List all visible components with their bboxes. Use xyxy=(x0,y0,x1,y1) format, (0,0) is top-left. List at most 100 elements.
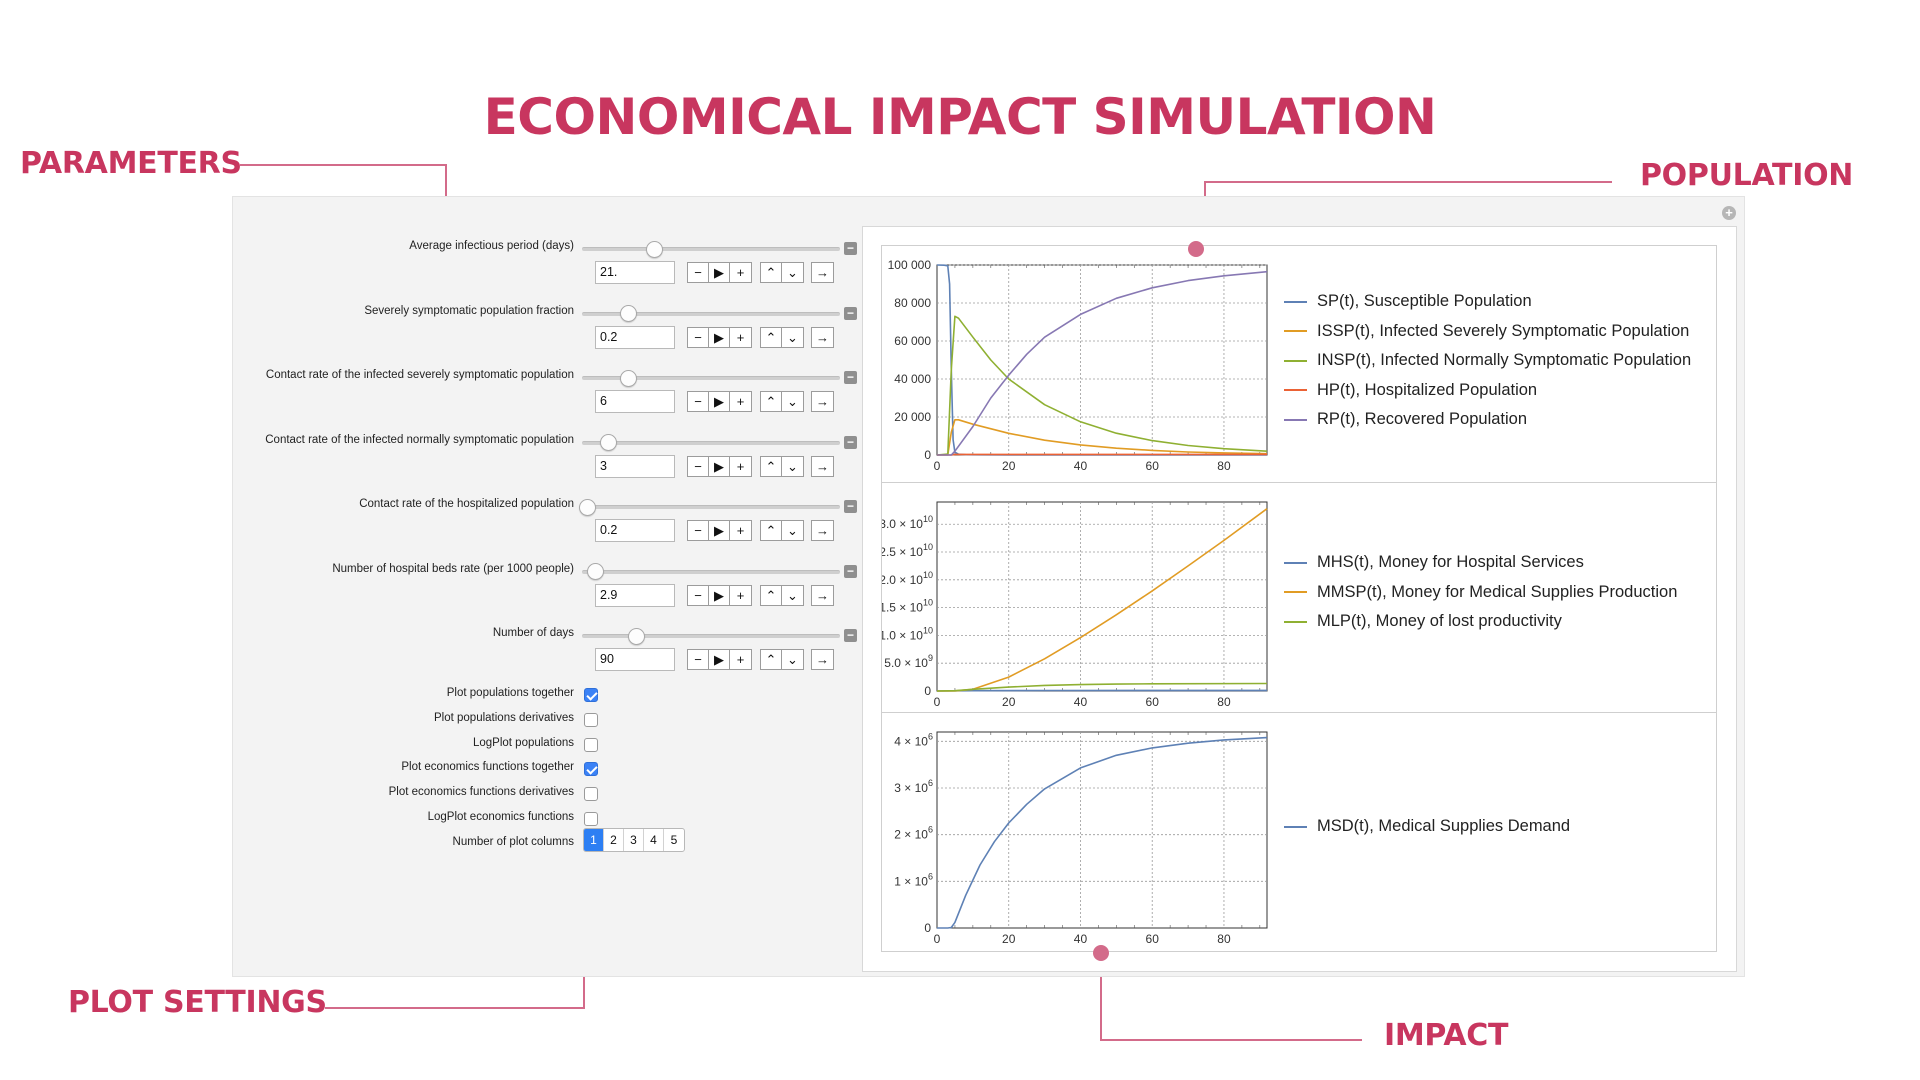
collapse-icon[interactable]: − xyxy=(844,371,857,384)
parameter-slider-handle[interactable] xyxy=(579,498,597,516)
series-line xyxy=(937,736,1268,929)
slower-button[interactable]: ⌄ xyxy=(787,652,798,667)
parameter-slider-track[interactable] xyxy=(582,247,840,251)
parameter-label: Number of hospital beds rate (per 1000 p… xyxy=(332,562,574,575)
plot-columns-option[interactable]: 3 xyxy=(624,829,644,851)
parameter-slider-handle[interactable] xyxy=(628,627,646,645)
step-button[interactable]: → xyxy=(816,652,829,667)
play-button[interactable]: ▶ xyxy=(709,263,730,282)
decrement-button[interactable]: − xyxy=(688,263,709,282)
faster-button[interactable]: ⌃ xyxy=(761,585,782,605)
parameter-slider-track[interactable] xyxy=(582,376,840,380)
play-button[interactable]: ▶ xyxy=(709,521,730,540)
parameter-slider-track[interactable] xyxy=(582,505,840,509)
faster-button[interactable]: ⌃ xyxy=(761,521,782,540)
slower-button[interactable]: ⌄ xyxy=(787,394,798,409)
faster-button[interactable]: ⌃ xyxy=(761,327,782,347)
plot-columns-option[interactable]: 4 xyxy=(644,829,664,851)
parameter-value-input[interactable]: 2.9 xyxy=(595,583,675,607)
decrement-button[interactable]: − xyxy=(688,456,709,476)
faster-button[interactable]: ⌃ xyxy=(761,263,782,282)
step-button[interactable]: → xyxy=(816,587,829,603)
plot-option-checkbox[interactable] xyxy=(584,712,598,727)
x-tick-label: 40 xyxy=(1074,459,1088,473)
parameter-value-input[interactable]: 0.2 xyxy=(595,325,675,349)
parameter-value-input[interactable]: 3 xyxy=(595,454,675,478)
series-line xyxy=(936,419,1268,456)
faster-button[interactable]: ⌃ xyxy=(761,456,782,476)
slower-button[interactable]: ⌄ xyxy=(787,587,798,603)
increment-button[interactable]: + xyxy=(736,458,745,474)
y-tick-label: 0 xyxy=(924,448,931,462)
add-icon[interactable]: + xyxy=(1722,206,1736,220)
x-tick-label: 20 xyxy=(1002,459,1016,473)
decrement-button[interactable]: − xyxy=(688,521,709,540)
parameter-slider-track[interactable] xyxy=(582,634,840,638)
plot-area xyxy=(936,264,1268,456)
increment-button[interactable]: + xyxy=(736,652,745,667)
plot-option-checkbox[interactable] xyxy=(584,812,598,826)
increment-button[interactable]: + xyxy=(736,265,745,280)
step-button[interactable]: → xyxy=(816,265,829,280)
checkbox-label: Plot populations derivatives xyxy=(434,711,574,724)
decrement-button[interactable]: − xyxy=(688,650,709,669)
parameter-slider-track[interactable] xyxy=(582,311,840,316)
impact-callout: IMPACT xyxy=(1384,1018,1509,1053)
play-button[interactable]: ▶ xyxy=(709,456,730,476)
parameter-slider-handle[interactable] xyxy=(620,369,638,387)
plot-option-checkbox[interactable] xyxy=(584,737,598,752)
increment-button[interactable]: + xyxy=(736,523,745,538)
parameter-value-input[interactable]: 6 xyxy=(595,390,675,413)
step-button[interactable]: → xyxy=(816,394,829,409)
plot-option-checkbox[interactable] xyxy=(584,688,598,702)
y-tick-label: 5.0 × 109 xyxy=(884,653,933,670)
collapse-icon[interactable]: − xyxy=(844,564,857,578)
collapse-icon[interactable]: − xyxy=(844,306,857,320)
play-button[interactable]: ▶ xyxy=(709,585,730,605)
parameter-slider-track[interactable] xyxy=(582,440,840,445)
collapse-icon[interactable]: − xyxy=(844,242,857,255)
play-button[interactable]: ▶ xyxy=(709,327,730,347)
legend-label: SP(t), Susceptible Population xyxy=(1317,292,1532,311)
play-button[interactable]: ▶ xyxy=(709,650,730,669)
x-tick-label: 40 xyxy=(1074,932,1088,946)
collapse-icon[interactable]: − xyxy=(844,435,857,449)
parameter-value-input[interactable]: 90 xyxy=(595,648,675,671)
increment-button[interactable]: + xyxy=(736,329,745,345)
plot-columns-option[interactable]: 1 xyxy=(584,829,604,851)
collapse-icon[interactable]: − xyxy=(844,500,857,513)
step-button[interactable]: → xyxy=(816,329,829,345)
parameter-slider-handle[interactable] xyxy=(646,240,664,258)
slower-button[interactable]: ⌄ xyxy=(787,329,798,345)
decrement-button[interactable]: − xyxy=(688,327,709,347)
faster-button[interactable]: ⌃ xyxy=(761,650,782,669)
parameter-value-input[interactable]: 21. xyxy=(595,261,675,284)
increment-button[interactable]: + xyxy=(736,394,745,409)
collapse-icon[interactable]: − xyxy=(844,629,857,642)
plot-columns-option[interactable]: 2 xyxy=(604,829,624,851)
parameter-slider-handle[interactable] xyxy=(599,434,617,451)
x-tick-label: 0 xyxy=(934,695,941,709)
increment-button[interactable]: + xyxy=(736,587,745,603)
slower-button[interactable]: ⌄ xyxy=(787,265,798,280)
decrement-button[interactable]: − xyxy=(688,392,709,411)
speed-controls: ⌃ ⌄ xyxy=(760,391,804,412)
slower-button[interactable]: ⌄ xyxy=(787,458,798,474)
step-button[interactable]: → xyxy=(816,523,829,538)
plot-option-checkbox[interactable] xyxy=(584,762,598,777)
slower-button[interactable]: ⌄ xyxy=(787,523,798,538)
legend-swatch xyxy=(1284,389,1307,392)
parameter-value-input[interactable]: 0.2 xyxy=(595,519,675,542)
parameter-slider-handle[interactable] xyxy=(586,563,604,580)
plot-columns-option[interactable]: 5 xyxy=(670,833,678,847)
parameter-slider-handle[interactable] xyxy=(620,305,638,322)
parameter-slider-track[interactable] xyxy=(582,569,840,574)
decrement-button[interactable]: − xyxy=(688,585,709,605)
faster-button[interactable]: ⌃ xyxy=(761,392,782,411)
parameters-leader-line-vertical xyxy=(445,164,447,216)
step-button[interactable]: → xyxy=(816,458,829,474)
series-line xyxy=(936,689,1267,692)
play-button[interactable]: ▶ xyxy=(709,392,730,411)
plot-option-checkbox[interactable] xyxy=(584,787,598,802)
